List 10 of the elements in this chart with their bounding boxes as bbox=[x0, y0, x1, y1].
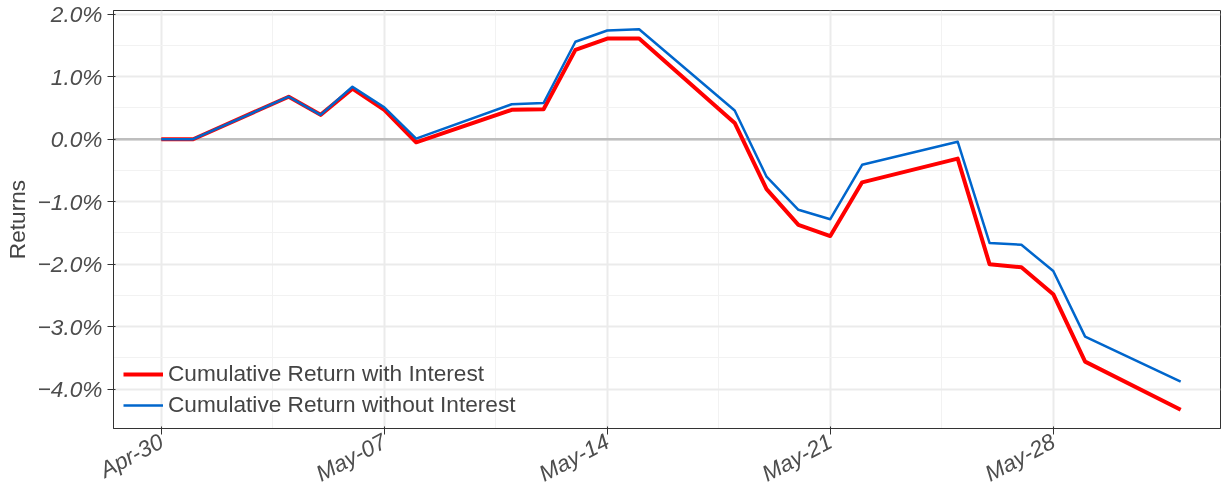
y-tick-label: 0.0% bbox=[50, 126, 103, 153]
legend-label: Cumulative Return without Interest bbox=[168, 391, 516, 418]
y-tick-label: −2.0% bbox=[37, 251, 103, 278]
y-tick-label: −1.0% bbox=[37, 188, 103, 215]
y-tick-label: 2.0% bbox=[49, 1, 103, 28]
y-tick-label: 1.0% bbox=[50, 63, 103, 90]
y-tick-label: −4.0% bbox=[37, 376, 103, 403]
y-axis-title: Returns bbox=[3, 179, 30, 260]
legend-label: Cumulative Return with Interest bbox=[168, 360, 485, 387]
y-tick-label: −3.0% bbox=[37, 313, 103, 340]
